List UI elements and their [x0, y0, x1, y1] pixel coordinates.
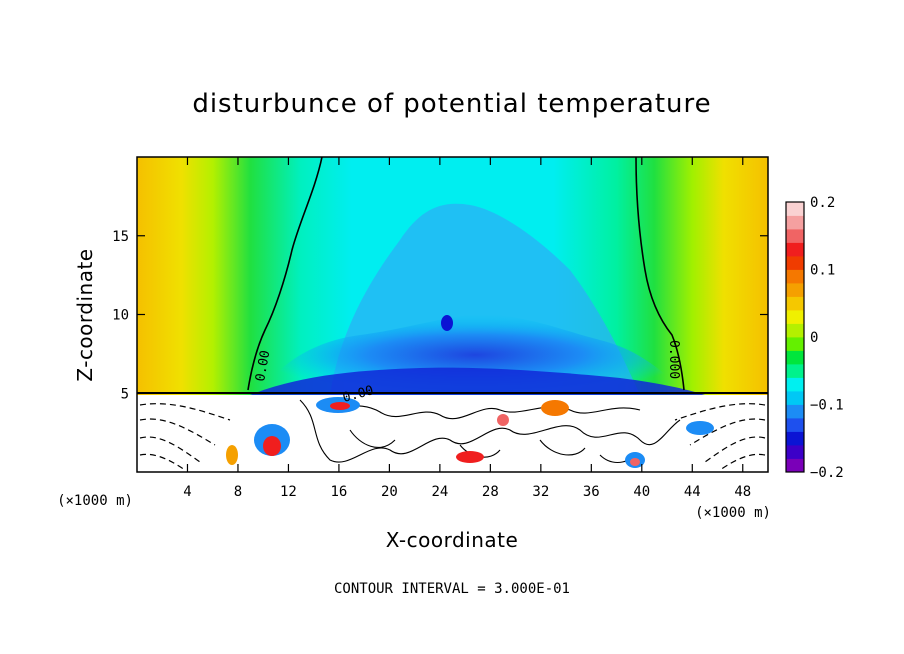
colorbar-swatch — [786, 323, 804, 338]
x-tick-label: 4 — [183, 484, 191, 500]
contour-label-right: 0.000 — [666, 340, 681, 379]
x-unit-right: (×1000 m) — [695, 505, 771, 521]
y-axis: 5 10 15 — [112, 229, 768, 402]
x-unit-left: (×1000 m) — [57, 493, 133, 509]
colorbar-swatch — [786, 229, 804, 243]
colorbar-swatch — [786, 296, 804, 311]
colorbar-swatch — [786, 202, 804, 216]
lower-layer-background — [137, 395, 768, 472]
colorbar-swatch — [786, 458, 804, 473]
y-tick-label: 10 — [112, 308, 129, 324]
plot-area: 0.00 0.00 0.000 — [137, 157, 768, 472]
colorbar-swatch — [786, 269, 804, 284]
dashed-contours-right — [674, 403, 766, 471]
contour-label-left: 0.00 — [253, 349, 273, 382]
x-tick-label: 32 — [532, 484, 549, 500]
x-tick-label: 16 — [330, 484, 347, 500]
x-tick-label: 8 — [234, 484, 242, 500]
x-tick-label: 12 — [280, 484, 297, 500]
chart-title: disturbunce of potential temperature — [192, 89, 711, 119]
colorbar-swatch — [786, 337, 804, 351]
colorbar-swatch — [786, 431, 804, 446]
colorbar-swatch — [786, 418, 804, 432]
x-axis-label: X-coordinate — [386, 528, 519, 552]
x-tick-label: 36 — [583, 484, 600, 500]
x-tick-label: 44 — [684, 484, 701, 500]
x-tick-label: 48 — [734, 484, 751, 500]
x-axis: 4 8 12 16 20 24 28 32 36 40 44 48 — [183, 157, 751, 500]
colorbar-swatch — [786, 242, 804, 257]
x-tick-label: 20 — [381, 484, 398, 500]
colorbar-swatch — [786, 391, 804, 405]
colorbar-swatch — [786, 283, 804, 297]
colorbar-swatch — [786, 310, 804, 324]
colorbar-tick-label: 0.1 — [810, 263, 835, 279]
colorbar-swatch — [786, 256, 804, 270]
dashed-contours-left — [139, 403, 231, 471]
y-tick-label: 15 — [112, 229, 129, 245]
x-tick-label: 28 — [482, 484, 499, 500]
colorbar-swatch — [786, 404, 804, 419]
colorbar: 0.2 0.1 0 −0.1 −0.2 — [785, 195, 844, 481]
colorbar-swatch — [786, 350, 804, 365]
colorbar-tick-label: −0.1 — [810, 398, 844, 414]
colorbar-tick-label: 0 — [810, 330, 818, 346]
colorbar-swatch — [786, 445, 804, 459]
colorbar-tick-label: 0.2 — [810, 195, 835, 211]
contour-interval-note: CONTOUR INTERVAL = 3.000E-01 — [334, 581, 570, 597]
colorbar-frame — [785, 201, 805, 473]
colorbar-swatch — [786, 364, 804, 378]
zero-contour-left — [247, 157, 323, 391]
colorbar-swatch — [786, 215, 804, 230]
y-tick-label: 5 — [121, 386, 129, 402]
color-blobs — [226, 315, 714, 468]
x-tick-label: 24 — [431, 484, 448, 500]
y-axis-label: Z-coordinate — [73, 248, 97, 381]
deep-blue-layer — [250, 367, 705, 395]
zero-contour-right — [635, 157, 685, 391]
colorbar-tick-label: −0.2 — [810, 465, 844, 481]
x-tick-label: 40 — [633, 484, 650, 500]
colorbar-swatch — [786, 377, 804, 392]
